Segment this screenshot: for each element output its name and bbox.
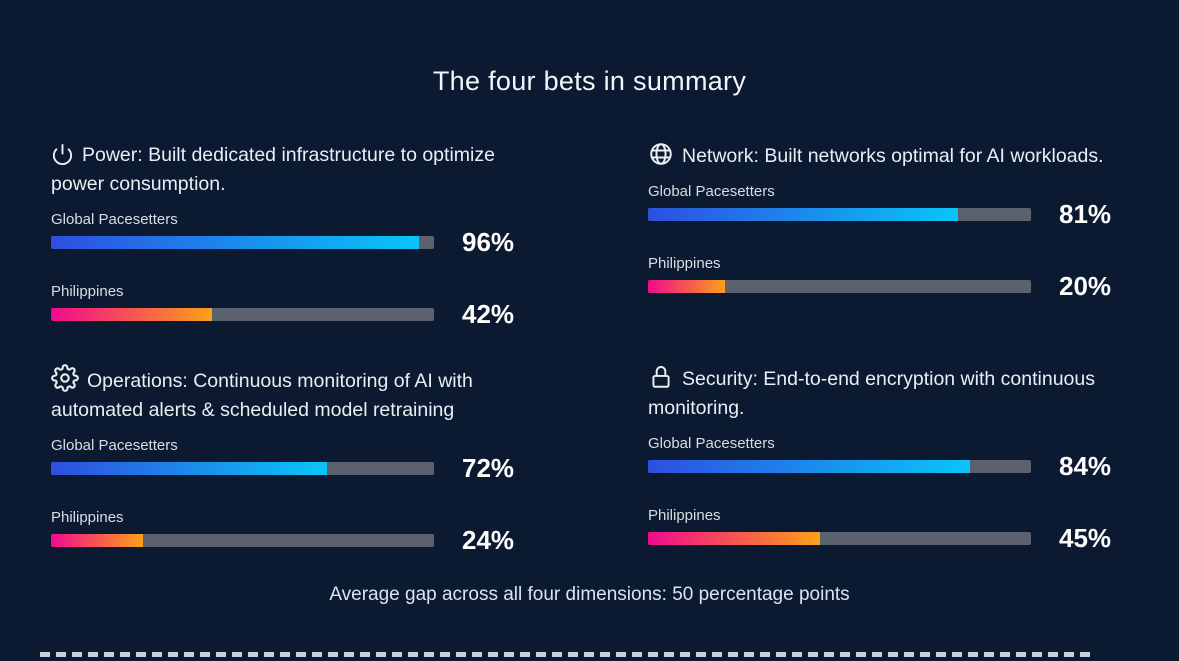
bar-group-global: Global Pacesetters 81%: [648, 183, 1153, 229]
quadrant-network: Network: Built networks optimal for AI w…: [648, 141, 1153, 301]
quadrant-heading-text: Security: End-to-end encryption with con…: [648, 368, 1095, 419]
bar-value: 45%: [1059, 523, 1112, 553]
bar-value: 81%: [1059, 199, 1112, 229]
bar-group-global: Global Pacesetters 84%: [648, 435, 1153, 481]
gear-icon: [51, 364, 79, 392]
bar-fill: [51, 308, 212, 321]
bar-fill: [648, 208, 959, 221]
bar-group-philippines: Philippines 24%: [51, 509, 531, 555]
bar-line: 81%: [648, 199, 1153, 229]
bar-track: [51, 534, 434, 547]
bar-group-philippines: Philippines 45%: [648, 507, 1153, 553]
lock-icon: [648, 364, 674, 390]
bar-group-philippines: Philippines 42%: [51, 283, 526, 329]
quadrant-heading-text: Power: Built dedicated infrastructure to…: [51, 144, 495, 195]
bar-line: 42%: [51, 299, 526, 329]
quadrant-security: Security: End-to-end encryption with con…: [648, 364, 1153, 553]
bar-line: 45%: [648, 523, 1153, 553]
globe-icon: [648, 141, 674, 167]
page-title: The four bets in summary: [432, 66, 747, 96]
quadrant-network-heading: Network: Built networks optimal for AI w…: [648, 141, 1153, 171]
bar-track: [51, 462, 434, 475]
power-icon: [51, 143, 74, 166]
bar-track: [648, 280, 1031, 293]
quadrant-operations-heading: Operations: Continuous monitoring of AI …: [51, 364, 531, 425]
bar-label: Philippines: [648, 507, 721, 524]
bar-label: Philippines: [648, 255, 721, 272]
bar-fill: [51, 534, 143, 547]
bar-value: 24%: [462, 525, 515, 555]
bar-label: Global Pacesetters: [648, 183, 775, 200]
bar-label: Global Pacesetters: [51, 211, 178, 228]
bar-line: 84%: [648, 451, 1153, 481]
bar-value: 72%: [462, 453, 515, 483]
bar-track: [51, 236, 434, 249]
bar-line: 72%: [51, 453, 531, 483]
bar-line: 96%: [51, 227, 526, 257]
quadrant-heading-text: Network: Built networks optimal for AI w…: [682, 145, 1104, 167]
quadrant-power-heading: Power: Built dedicated infrastructure to…: [51, 141, 526, 199]
bar-fill: [51, 462, 327, 475]
quadrant-operations: Operations: Continuous monitoring of AI …: [51, 364, 531, 555]
bar-value: 96%: [462, 227, 515, 257]
bar-label: Global Pacesetters: [51, 437, 178, 454]
bar-track: [648, 208, 1031, 221]
bar-label: Global Pacesetters: [648, 435, 775, 452]
average-gap-note: Average gap across all four dimensions: …: [329, 584, 850, 605]
dashed-divider: [40, 652, 1090, 657]
bar-value: 42%: [462, 299, 515, 329]
bar-label: Philippines: [51, 283, 124, 300]
bar-group-philippines: Philippines 20%: [648, 255, 1153, 301]
bar-line: 20%: [648, 271, 1153, 301]
bar-track: [648, 532, 1031, 545]
bar-track: [648, 460, 1031, 473]
bar-fill: [648, 460, 970, 473]
quadrant-heading-text: Operations: Continuous monitoring of AI …: [51, 370, 473, 421]
bar-fill: [648, 280, 725, 293]
quadrant-power: Power: Built dedicated infrastructure to…: [51, 141, 526, 329]
bar-fill: [648, 532, 821, 545]
bar-fill: [51, 236, 419, 249]
bar-line: 24%: [51, 525, 531, 555]
bar-value: 84%: [1059, 451, 1112, 481]
bar-group-global: Global Pacesetters 96%: [51, 211, 526, 257]
bar-value: 20%: [1059, 271, 1112, 301]
bar-group-global: Global Pacesetters 72%: [51, 437, 531, 483]
bar-label: Philippines: [51, 509, 124, 526]
quadrant-security-heading: Security: End-to-end encryption with con…: [648, 364, 1153, 423]
bar-track: [51, 308, 434, 321]
